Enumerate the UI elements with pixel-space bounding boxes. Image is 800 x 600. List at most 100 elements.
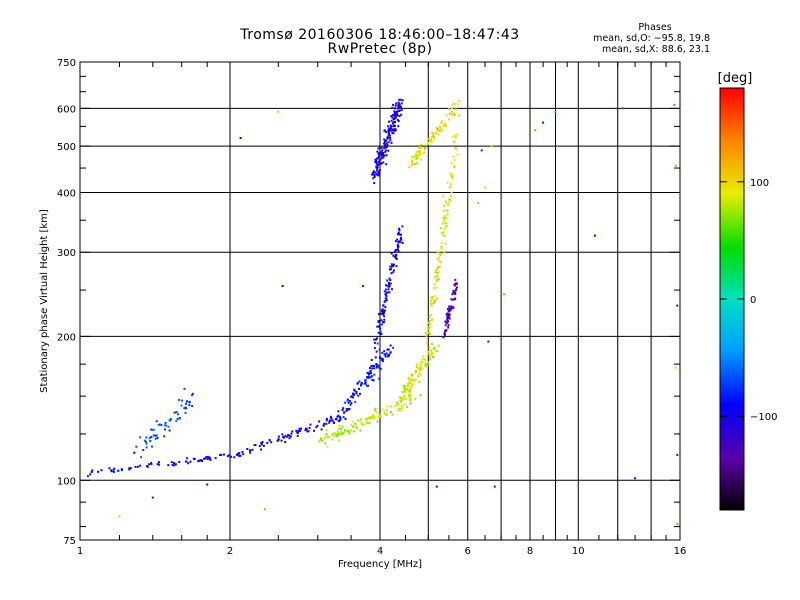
data-point [383, 315, 386, 318]
data-point [378, 324, 381, 327]
data-point [185, 407, 188, 410]
data-point [155, 434, 158, 437]
data-point [454, 283, 457, 286]
data-point [433, 287, 436, 289]
data-point [355, 390, 358, 393]
data-point [328, 421, 331, 424]
data-point [444, 222, 447, 225]
data-point [424, 363, 427, 366]
data-point [396, 402, 399, 405]
data-point [393, 263, 395, 266]
data-point [443, 218, 446, 221]
data-point [417, 154, 420, 156]
data-point [419, 365, 422, 368]
data-point [366, 384, 368, 387]
data-point [348, 430, 351, 433]
data-point [384, 150, 387, 153]
data-point [397, 125, 400, 128]
data-point [406, 388, 409, 391]
data-point [385, 163, 388, 166]
data-point [157, 423, 160, 426]
data-point [393, 129, 395, 132]
data-point [390, 141, 393, 144]
data-point [89, 473, 92, 476]
data-point [413, 163, 416, 165]
data-point [403, 391, 406, 394]
data-point [145, 442, 148, 445]
data-point [453, 164, 456, 167]
data-point [385, 352, 388, 355]
data-point [436, 274, 439, 277]
data-point [276, 439, 279, 442]
data-point [383, 143, 386, 146]
data-point [383, 146, 386, 149]
data-point [426, 364, 429, 367]
data-point [409, 394, 412, 397]
data-point [404, 397, 407, 400]
x-axis-label: Frequency [MHz] [338, 559, 422, 570]
data-point [442, 195, 445, 197]
data-point [427, 328, 430, 331]
chart-title: Tromsø 20160306 18:46:00–18:47:43 [240, 27, 520, 43]
data-point [439, 127, 442, 130]
data-point [444, 330, 447, 333]
data-point [411, 373, 414, 376]
data-point [427, 361, 430, 364]
data-point [429, 356, 432, 359]
data-point [364, 417, 367, 420]
data-point [454, 291, 457, 294]
data-point [443, 215, 446, 217]
data-point [289, 435, 292, 438]
y-tick-label: 100 [57, 476, 76, 487]
data-point [375, 350, 378, 353]
data-point [420, 361, 423, 364]
data-point [258, 445, 261, 447]
data-point [112, 468, 115, 471]
data-point [442, 220, 445, 223]
data-point [430, 314, 433, 316]
data-point [344, 417, 347, 420]
data-point [377, 147, 380, 150]
data-point [428, 315, 431, 318]
data-point [378, 377, 381, 380]
data-point [452, 155, 455, 158]
data-point [381, 154, 384, 157]
data-point [345, 409, 348, 412]
data-point [268, 439, 271, 442]
data-point [554, 110, 557, 113]
data-point [371, 415, 374, 418]
data-point [407, 382, 410, 385]
data-point [405, 405, 408, 408]
data-point [673, 103, 676, 106]
data-point [173, 462, 175, 464]
data-point [439, 253, 442, 255]
data-point [188, 404, 191, 407]
data-point [374, 338, 377, 341]
data-point [393, 255, 396, 258]
data-point [396, 110, 399, 113]
data-point [318, 420, 321, 423]
y-tick-label: 600 [57, 104, 76, 115]
data-point [449, 309, 452, 312]
data-point [415, 155, 418, 158]
data-point [420, 158, 422, 161]
data-point [452, 298, 455, 301]
data-point [407, 393, 410, 396]
data-point [447, 201, 450, 203]
data-point [367, 373, 370, 376]
data-point [355, 426, 358, 429]
data-point [280, 439, 283, 442]
data-point [374, 161, 377, 164]
data-point [431, 342, 433, 345]
data-point [188, 400, 191, 403]
y-tick-label: 75 [63, 536, 76, 547]
y-tick-label: 500 [57, 142, 76, 153]
data-point [442, 234, 445, 237]
data-point [282, 435, 285, 438]
data-point [384, 140, 387, 143]
data-point [288, 434, 291, 437]
data-point [343, 411, 346, 414]
data-point [381, 360, 384, 363]
data-point [379, 158, 382, 161]
data-point [417, 375, 420, 378]
